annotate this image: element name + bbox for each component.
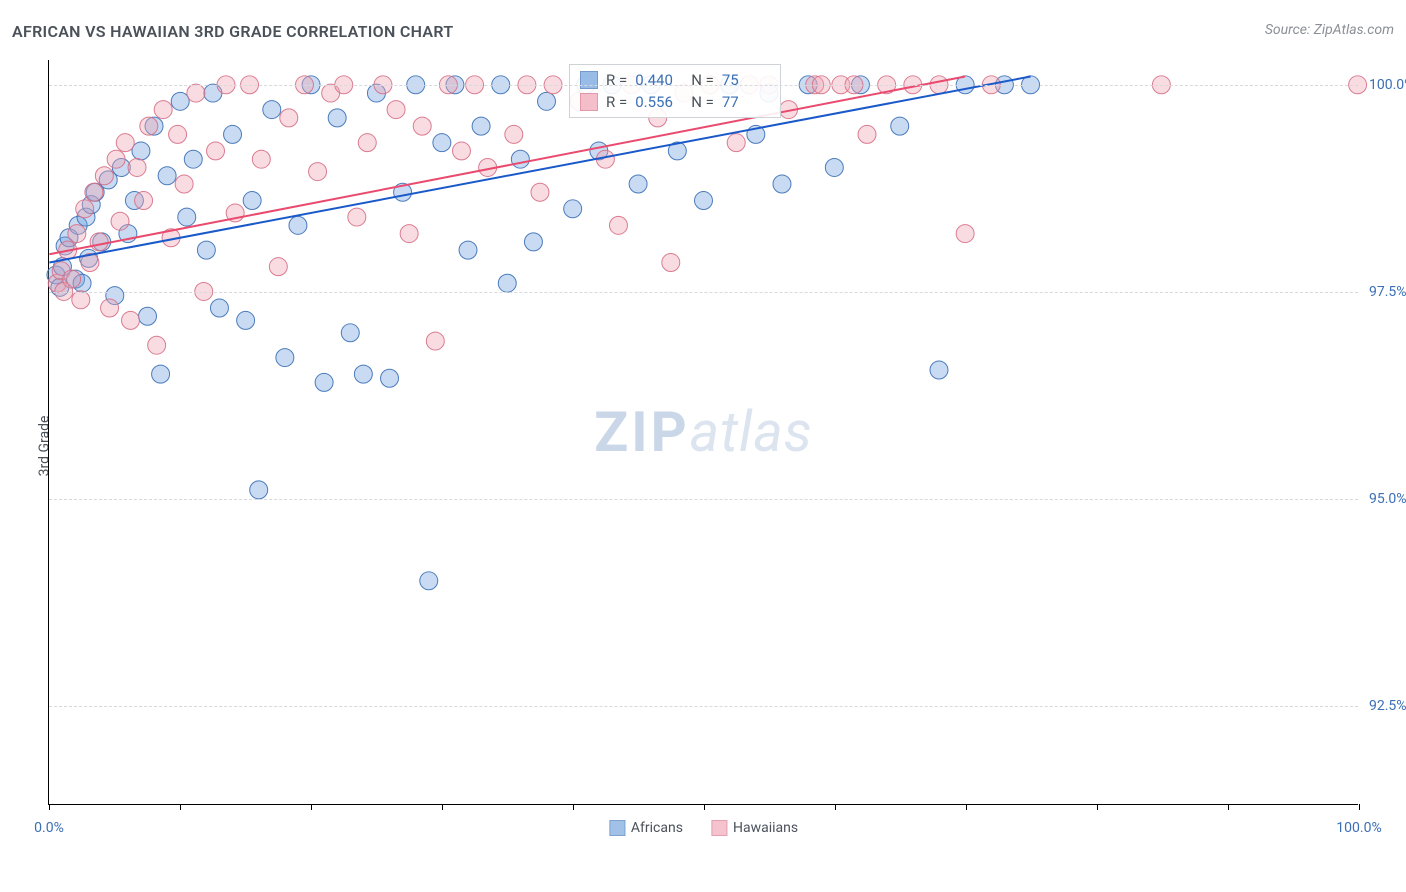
x-tick xyxy=(573,804,574,810)
grid-line xyxy=(49,85,1358,86)
stat-r-value-africans: 0.440 xyxy=(635,71,683,89)
x-tick xyxy=(704,804,705,810)
x-tick xyxy=(311,804,312,810)
stats-legend-row-africans: R = 0.440 N = 75 xyxy=(580,69,770,91)
stat-n-value-hawaiians: 77 xyxy=(722,93,770,111)
stats-legend-row-hawaiians: R = 0.556 N = 77 xyxy=(580,91,770,113)
legend-label-hawaiians: Hawaiians xyxy=(733,820,798,836)
stat-n-value-africans: 75 xyxy=(722,71,770,89)
x-tick xyxy=(1359,804,1360,810)
x-tick xyxy=(835,804,836,810)
x-tick xyxy=(966,804,967,810)
trend-lines-layer xyxy=(49,60,1358,804)
chart-title: AFRICAN VS HAWAIIAN 3RD GRADE CORRELATIO… xyxy=(12,22,453,41)
x-tick xyxy=(1228,804,1229,810)
stat-r-value-hawaiians: 0.556 xyxy=(635,93,683,111)
legend-swatch-hawaiians xyxy=(711,820,727,836)
y-tick-label: 97.5% xyxy=(1369,284,1406,300)
source-attribution: Source: ZipAtlas.com xyxy=(1265,22,1394,38)
stat-r-label: R = xyxy=(606,93,627,111)
y-tick-label: 95.0% xyxy=(1369,491,1406,507)
stat-n-label: N = xyxy=(691,93,714,111)
trend-line-africans xyxy=(49,77,1030,263)
grid-line xyxy=(49,706,1358,707)
y-tick-label: 100.0% xyxy=(1369,77,1406,93)
legend-swatch-africans xyxy=(609,820,625,836)
legend-entry-africans: Africans xyxy=(609,820,683,836)
trend-line-hawaiians xyxy=(49,77,965,255)
plot-area: ZIPatlas R =0.440N =75R =0.556N =77 Afri… xyxy=(48,60,1358,805)
stat-r-label: R = xyxy=(606,71,627,89)
legend-swatch-hawaiians xyxy=(580,93,598,111)
series-legend: Africans Hawaiians xyxy=(609,820,798,836)
legend-entry-hawaiians: Hawaiians xyxy=(711,820,798,836)
x-tick-label: 0.0% xyxy=(34,820,64,836)
x-tick-label: 100.0% xyxy=(1336,820,1381,836)
x-tick xyxy=(180,804,181,810)
grid-line xyxy=(49,292,1358,293)
x-tick xyxy=(49,804,50,810)
y-tick-label: 92.5% xyxy=(1369,698,1406,714)
x-tick xyxy=(442,804,443,810)
legend-swatch-africans xyxy=(580,71,598,89)
stats-legend: R = 0.440 N = 75 R = 0.556 N = 77 xyxy=(569,64,781,118)
stat-n-label: N = xyxy=(691,71,714,89)
grid-line xyxy=(49,499,1358,500)
chart-container: { "title": "AFRICAN VS HAWAIIAN 3RD GRAD… xyxy=(0,0,1406,892)
x-tick xyxy=(1097,804,1098,810)
legend-label-africans: Africans xyxy=(631,820,683,836)
